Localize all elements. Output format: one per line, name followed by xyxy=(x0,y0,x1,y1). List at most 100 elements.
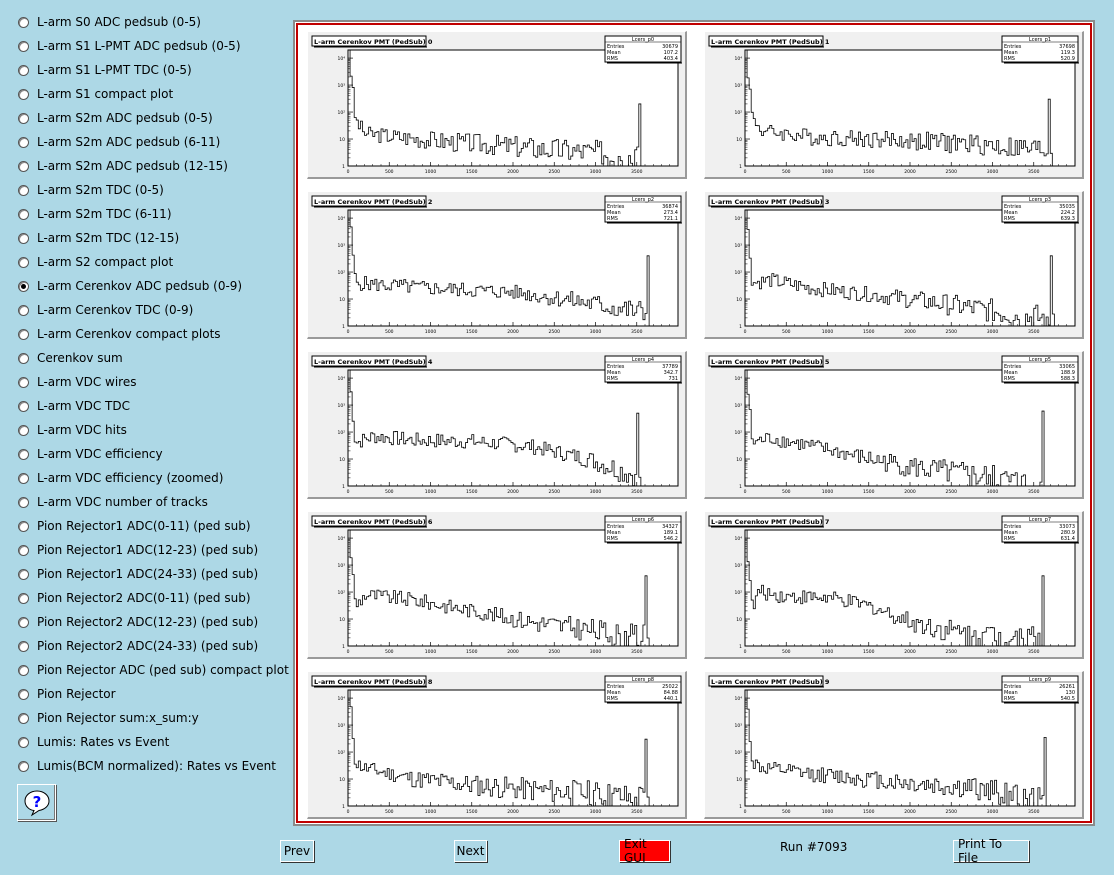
x-tick-label: 500 xyxy=(782,329,791,335)
plot-option[interactable]: L-arm S0 ADC pedsub (0-5) xyxy=(18,12,201,32)
radio-button[interactable] xyxy=(18,496,29,508)
histogram-pad[interactable]: L-arm Cerenkov PMT (PedSub) 9 Lcers_p9 Ent… xyxy=(704,671,1084,819)
plot-option[interactable]: L-arm S1 L-PMT ADC pedsub (0-5) xyxy=(18,36,241,56)
plot-option[interactable]: L-arm VDC efficiency xyxy=(18,444,163,464)
plot-option[interactable]: L-arm S2 compact plot xyxy=(18,252,173,272)
radio-button[interactable] xyxy=(18,760,29,772)
radio-button[interactable] xyxy=(18,616,29,628)
plot-option[interactable]: L-arm VDC efficiency (zoomed) xyxy=(18,468,223,488)
print-to-file-button[interactable]: Print To File xyxy=(953,837,1029,865)
plot-option[interactable]: Pion Rejector1 ADC(0-11) (ped sub) xyxy=(18,516,251,536)
plot-option[interactable]: Lumis: Rates vs Event xyxy=(18,732,169,752)
stats-value: 440.1 xyxy=(664,696,678,702)
radio-button[interactable] xyxy=(18,232,29,244)
plot-option[interactable]: L-arm Cerenkov compact plots xyxy=(18,324,221,344)
plot-option[interactable]: L-arm S2m TDC (12-15) xyxy=(18,228,179,248)
plot-option[interactable]: Pion Rejector ADC (ped sub) compact plot xyxy=(18,660,289,680)
radio-button[interactable] xyxy=(18,328,29,340)
radio-button[interactable] xyxy=(18,376,29,388)
radio-button[interactable] xyxy=(18,472,29,484)
histogram-pad[interactable]: L-arm Cerenkov PMT (PedSub) 8 Lcers_p8 Ent… xyxy=(307,671,687,819)
histogram-pad[interactable]: L-arm Cerenkov PMT (PedSub) 5 Lcers_p5 Ent… xyxy=(704,351,1084,499)
radio-button[interactable] xyxy=(18,592,29,604)
radio-button[interactable] xyxy=(18,136,29,148)
radio-button[interactable] xyxy=(18,64,29,76)
plot-option[interactable]: Pion Rejector1 ADC(12-23) (ped sub) xyxy=(18,540,258,560)
plot-option[interactable]: L-arm VDC TDC xyxy=(18,396,130,416)
plot-frame xyxy=(347,529,679,647)
radio-button[interactable] xyxy=(18,520,29,532)
stats-value: 36874 xyxy=(662,204,678,210)
stats-label: RMS xyxy=(607,56,618,62)
radio-button[interactable] xyxy=(18,256,29,268)
y-tick-label: 10⁴ xyxy=(337,696,345,702)
x-tick-label: 1000 xyxy=(425,169,437,175)
title-box xyxy=(311,355,427,367)
plot-option[interactable]: Pion Rejector1 ADC(24-33) (ped sub) xyxy=(18,564,258,584)
plot-option[interactable]: L-arm VDC wires xyxy=(18,372,136,392)
help-button[interactable]: ? xyxy=(17,784,56,821)
plot-option[interactable]: Pion Rejector2 ADC(12-23) (ped sub) xyxy=(18,612,258,632)
radio-button[interactable] xyxy=(18,640,29,652)
histogram-plot: L-arm Cerenkov PMT (PedSub) 4 Lcers_p4 Ent… xyxy=(311,355,682,495)
stats-box xyxy=(604,675,682,703)
plot-option[interactable]: Cerenkov sum xyxy=(18,348,123,368)
plot-option[interactable]: L-arm Cerenkov ADC pedsub (0-9) xyxy=(18,276,242,296)
radio-button[interactable] xyxy=(18,736,29,748)
plot-option[interactable]: Pion Rejector sum:x_sum:y xyxy=(18,708,199,728)
x-tick-label: 2500 xyxy=(549,329,561,335)
plot-option[interactable]: Pion Rejector2 ADC(24-33) (ped sub) xyxy=(18,636,258,656)
plot-option[interactable]: L-arm VDC number of tracks xyxy=(18,492,208,512)
prev-button[interactable]: Prev xyxy=(280,840,314,862)
stats-value: 520.9 xyxy=(1061,56,1075,62)
radio-button[interactable] xyxy=(18,160,29,172)
y-tick-label: 10⁴ xyxy=(734,56,742,62)
plot-option[interactable]: L-arm S2m ADC pedsub (12-15) xyxy=(18,156,228,176)
exit-gui-button[interactable]: Exit GUI xyxy=(619,837,670,865)
radio-button[interactable] xyxy=(18,88,29,100)
radio-button[interactable] xyxy=(18,448,29,460)
plot-option[interactable]: L-arm VDC hits xyxy=(18,420,127,440)
histogram-canvas[interactable]: L-arm Cerenkov PMT (PedSub) 0 Lcers_p0 Ent… xyxy=(296,23,1092,823)
radio-button-selected[interactable] xyxy=(18,280,29,292)
radio-button[interactable] xyxy=(18,400,29,412)
histogram-pad[interactable]: L-arm Cerenkov PMT (PedSub) 6 Lcers_p6 Ent… xyxy=(307,511,687,659)
plot-option[interactable]: Pion Rejector2 ADC(0-11) (ped sub) xyxy=(18,588,251,608)
x-tick-label: 3000 xyxy=(590,329,602,335)
radio-button[interactable] xyxy=(18,544,29,556)
histogram-pad[interactable]: L-arm Cerenkov PMT (PedSub) 2 Lcers_p2 Ent… xyxy=(307,191,687,339)
histogram-pad[interactable]: L-arm Cerenkov PMT (PedSub) 7 Lcers_p7 Ent… xyxy=(704,511,1084,659)
radio-button[interactable] xyxy=(18,208,29,220)
x-tick-label: 1500 xyxy=(466,169,478,175)
plot-option[interactable]: L-arm S1 compact plot xyxy=(18,84,173,104)
plot-option[interactable]: L-arm S1 L-PMT TDC (0-5) xyxy=(18,60,192,80)
radio-button[interactable] xyxy=(18,664,29,676)
histogram-pad[interactable]: L-arm Cerenkov PMT (PedSub) 4 Lcers_p4 Ent… xyxy=(307,351,687,499)
plot-option[interactable]: Pion Rejector xyxy=(18,684,116,704)
plot-option-label: Pion Rejector xyxy=(37,687,116,701)
radio-button[interactable] xyxy=(18,712,29,724)
radio-button[interactable] xyxy=(18,40,29,52)
histogram-pad[interactable]: L-arm Cerenkov PMT (PedSub) 0 Lcers_p0 Ent… xyxy=(307,31,687,179)
plot-option[interactable]: L-arm Cerenkov TDC (0-9) xyxy=(18,300,193,320)
histogram-pad[interactable]: L-arm Cerenkov PMT (PedSub) 3 Lcers_p3 Ent… xyxy=(704,191,1084,339)
y-tick-label: 10³ xyxy=(337,563,345,569)
radio-button[interactable] xyxy=(18,184,29,196)
plot-option-label: L-arm VDC efficiency (zoomed) xyxy=(37,471,224,485)
radio-button[interactable] xyxy=(18,688,29,700)
radio-button[interactable] xyxy=(18,568,29,580)
plot-option[interactable]: L-arm S2m TDC (6-11) xyxy=(18,204,172,224)
radio-button[interactable] xyxy=(18,352,29,364)
plot-option[interactable]: L-arm S2m TDC (0-5) xyxy=(18,180,164,200)
plot-option[interactable]: L-arm S2m ADC pedsub (6-11) xyxy=(18,132,220,152)
radio-button[interactable] xyxy=(18,16,29,28)
plot-option[interactable]: Lumis(BCM normalized): Rates vs Event xyxy=(18,756,276,776)
x-tick-label: 0 xyxy=(347,649,350,655)
plot-option[interactable]: L-arm S2m ADC pedsub (0-5) xyxy=(18,108,213,128)
histogram-pad[interactable]: L-arm Cerenkov PMT (PedSub) 1 Lcers_p1 Ent… xyxy=(704,31,1084,179)
radio-button[interactable] xyxy=(18,304,29,316)
radio-button[interactable] xyxy=(18,424,29,436)
y-tick-label: 10² xyxy=(734,590,742,596)
radio-button[interactable] xyxy=(18,112,29,124)
next-button[interactable]: Next xyxy=(454,840,487,862)
